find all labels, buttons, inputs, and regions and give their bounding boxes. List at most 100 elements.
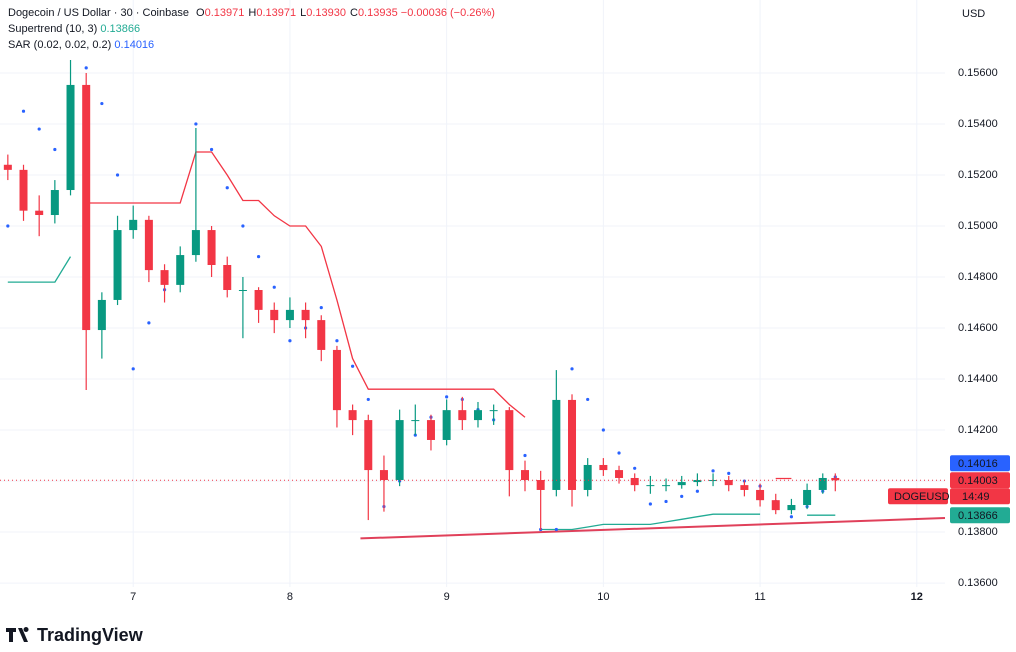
change: −0.00036 (−0.26%) [400,7,495,19]
ohlc-label: O [196,7,205,19]
ohlc-item: O0.13971 [196,7,244,19]
candle-body [693,480,702,483]
candle-body [238,290,247,292]
legend: Dogecoin / US Dollar · 30 · Coinbase O0.… [8,5,495,53]
candle-body [35,210,44,216]
sar-dot [241,224,245,228]
price-tag-label: 0.14016 [958,458,998,470]
sar-dot [570,367,574,371]
sar-dot [335,339,339,343]
currency-label: USD [962,8,985,20]
candle-body [787,505,796,511]
ohlc-item: C0.13935 [350,7,398,19]
candle-body [724,480,733,486]
sar-dot [523,453,527,458]
candle-body [254,290,263,310]
candle-body [97,299,106,331]
candle-body [677,482,686,486]
candle-body [395,420,404,481]
symbol-tag [888,488,948,505]
y-tick-label: 0.14400 [958,373,998,385]
candle-body [348,410,357,421]
sar-dot [445,395,449,399]
header-line: Dogecoin / US Dollar · 30 · Coinbase O0.… [8,5,495,21]
candle-body [630,477,639,486]
supertrend-up [7,256,836,531]
sar-dot [351,364,355,368]
candle-body [3,164,12,170]
sar-dot [366,397,370,402]
price-tag [950,455,1010,472]
ohlc-value: 0.13971 [204,7,245,19]
sar-dot [131,367,135,371]
sar-dot [695,489,699,493]
sar-dot [789,515,794,519]
ohlc-label: C [349,7,358,19]
x-tick-label: 8 [287,591,293,603]
logo-mark [6,627,29,642]
supertrend-down [86,151,792,480]
sar-dot [100,101,104,106]
sar-dot [727,471,731,475]
candle-body [426,420,435,440]
sar-dot [664,499,668,504]
candle-body [19,169,28,211]
candle-body [583,464,592,490]
candle-body [411,420,420,422]
y-tick-label: 0.14600 [958,322,998,334]
candle-body [113,230,122,300]
ohlc-value: 0.13930 [306,7,346,19]
sar-dot [288,339,292,343]
candle-body [82,84,91,331]
candle-body [442,410,451,440]
sar-dot [648,502,652,506]
candle-body [285,309,294,321]
candle-body [489,410,498,412]
candle-body [379,470,388,481]
sar-dot [711,469,715,473]
candle-body [615,470,624,478]
price-tag-label: 0.13866 [958,510,998,522]
x-tick-label: 9 [444,591,450,603]
candle-body [66,84,75,191]
ohlc-value: 0.13971 [256,7,297,19]
candle-body [662,485,671,487]
candle-body [332,349,341,411]
sar-dot [53,147,57,152]
countdown-tag [950,488,1010,505]
candle-body [191,230,200,256]
y-tick-label: 0.15600 [958,67,998,79]
candle-body [458,410,467,421]
candle-body [521,470,529,481]
ohlc-item: H0.13971 [248,7,296,19]
x-tick-label: 7 [130,591,136,603]
logo: TradingView [6,625,144,645]
ohlc-item: L0.13930 [300,7,346,19]
candle-body [536,480,545,490]
sar-dot [37,127,41,131]
candle-body [818,477,827,490]
candle-body [803,489,812,506]
y-tick-label: 0.15200 [958,169,998,181]
sar-dot [147,321,151,325]
candle-body [505,410,514,471]
sar-dot [194,122,198,126]
sar-dot [21,109,26,113]
x-tick-label: 10 [597,591,609,603]
trend-line [360,517,946,540]
y-tick-label: 0.14800 [958,271,998,283]
candle-body [144,219,153,271]
price-tag [950,507,1010,524]
indicator-line: SAR (0.02, 0.02, 0.2) 0.14016 [8,37,495,53]
price-tag-label: 0.14003 [958,475,998,487]
candle-body [223,265,232,291]
ohlc-value: 0.13935 [357,7,398,19]
sar-dot [225,186,229,190]
candle-body [129,219,138,231]
ohlc-label: L [300,7,307,19]
candle-body [317,320,326,350]
candle-body [552,399,561,490]
y-tick-label: 0.15000 [958,220,998,232]
